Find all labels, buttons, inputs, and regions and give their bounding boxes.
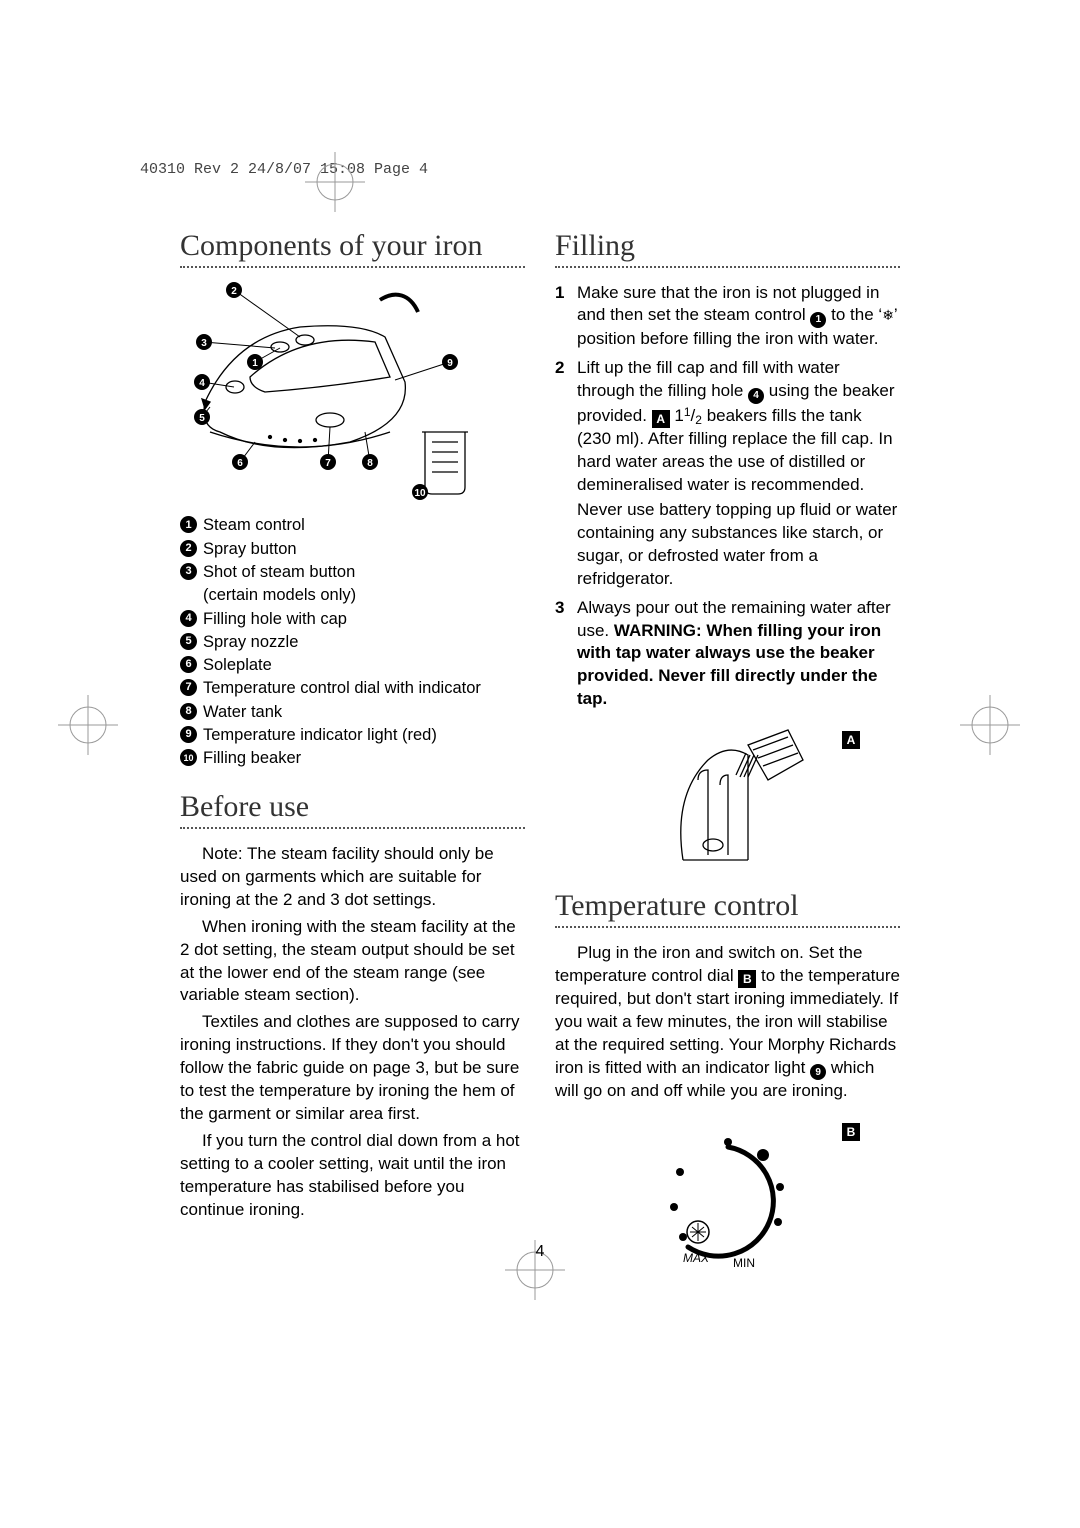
heading-temperature: Temperature control bbox=[555, 890, 900, 922]
step-num: 2 bbox=[555, 357, 577, 590]
svg-text:4: 4 bbox=[199, 378, 205, 389]
bullet-8: 8 bbox=[180, 703, 197, 720]
figure-label-b: B bbox=[842, 1123, 860, 1141]
legend-text: Filling hole with cap bbox=[203, 608, 347, 630]
legend-text: Spray nozzle bbox=[203, 631, 298, 653]
crop-mark-top bbox=[305, 152, 365, 212]
divider bbox=[555, 926, 900, 928]
svg-text:6: 6 bbox=[237, 458, 243, 469]
bullet-6: 6 bbox=[180, 656, 197, 673]
legend-text: Temperature indicator light (red) bbox=[203, 724, 437, 746]
before-para-1: Note: The steam facility should only be … bbox=[180, 843, 525, 912]
bullet-1: 1 bbox=[180, 516, 197, 533]
iron-diagram: 2 3 1 4 5 6 7 8 9 10 bbox=[180, 282, 525, 509]
bullet-2: 2 bbox=[180, 540, 197, 557]
svg-text:7: 7 bbox=[325, 458, 331, 469]
bullet-10: 10 bbox=[180, 749, 197, 766]
step-body: Always pour out the remaining water afte… bbox=[577, 597, 900, 712]
right-column: Filling 1 Make sure that the iron is not… bbox=[555, 230, 900, 1302]
bullet-5: 5 bbox=[180, 633, 197, 650]
ref-box-b: B bbox=[738, 970, 756, 988]
legend-text: Shot of steam button bbox=[203, 561, 355, 583]
component-legend: 1 Steam control 2 Spray button 3 Shot of st… bbox=[180, 514, 525, 769]
ref-bullet-4: 4 bbox=[748, 388, 764, 404]
page-content: Components of your iron bbox=[180, 230, 900, 1302]
fraction-den: 2 bbox=[695, 413, 702, 427]
heading-filling: Filling bbox=[555, 230, 900, 262]
divider bbox=[180, 266, 525, 268]
step-body: Make sure that the iron is not plugged i… bbox=[577, 282, 900, 352]
bullet-9: 9 bbox=[180, 726, 197, 743]
crop-mark-right bbox=[960, 695, 1020, 755]
temperature-para: Plug in the iron and switch on. Set the … bbox=[555, 942, 900, 1104]
warning-text: WARNING: When filling your iron with tap… bbox=[577, 621, 881, 709]
filling-step-3: 3 Always pour out the remaining water af… bbox=[555, 597, 900, 712]
svg-text:8: 8 bbox=[367, 458, 373, 469]
bullet-4: 4 bbox=[180, 610, 197, 627]
legend-text: Water tank bbox=[203, 701, 282, 723]
fraction-num: 1 bbox=[684, 405, 691, 419]
page-number: 4 bbox=[0, 1241, 1080, 1263]
left-column: Components of your iron bbox=[180, 230, 525, 1302]
svg-text:3: 3 bbox=[201, 338, 207, 349]
before-para-4: If you turn the control dial down from a… bbox=[180, 1130, 525, 1222]
heading-components: Components of your iron bbox=[180, 230, 525, 262]
ref-bullet-9: 9 bbox=[810, 1064, 826, 1080]
divider bbox=[180, 827, 525, 829]
step-2-sub: Never use battery topping up fluid or wa… bbox=[577, 499, 900, 591]
ref-box-a: A bbox=[652, 410, 670, 428]
heading-before-use: Before use bbox=[180, 791, 525, 823]
svg-text:5: 5 bbox=[199, 413, 205, 424]
step-num: 3 bbox=[555, 597, 577, 712]
before-para-2: When ironing with the steam facility at … bbox=[180, 916, 525, 1008]
legend-text: Soleplate bbox=[203, 654, 272, 676]
step-num: 1 bbox=[555, 282, 577, 352]
snowflake-icon: ❄ bbox=[882, 307, 894, 323]
filling-step-2: 2 Lift up the fill cap and fill with wat… bbox=[555, 357, 900, 590]
svg-text:1: 1 bbox=[252, 358, 258, 369]
legend-text: (certain models only) bbox=[203, 584, 356, 606]
legend-text: Steam control bbox=[203, 514, 305, 536]
legend-text: Temperature control dial with indicator bbox=[203, 677, 481, 699]
crop-mark-left bbox=[58, 695, 118, 755]
svg-text:10: 10 bbox=[414, 488, 426, 499]
divider bbox=[555, 266, 900, 268]
legend-text: Spray button bbox=[203, 538, 297, 560]
bullet-7: 7 bbox=[180, 679, 197, 696]
bullet-3: 3 bbox=[180, 563, 197, 580]
before-para-3: Textiles and clothes are supposed to car… bbox=[180, 1011, 525, 1126]
svg-text:9: 9 bbox=[447, 358, 453, 369]
figure-a: A bbox=[555, 725, 900, 872]
step-body: Lift up the fill cap and fill with water… bbox=[577, 357, 900, 590]
figure-label-a: A bbox=[842, 731, 860, 749]
legend-text: Filling beaker bbox=[203, 747, 301, 769]
ref-bullet-1: 1 bbox=[810, 312, 826, 328]
svg-text:2: 2 bbox=[231, 286, 237, 297]
filling-step-1: 1 Make sure that the iron is not plugged… bbox=[555, 282, 900, 352]
print-header: 40310 Rev 2 24/8/07 15:08 Page 4 bbox=[140, 160, 428, 180]
